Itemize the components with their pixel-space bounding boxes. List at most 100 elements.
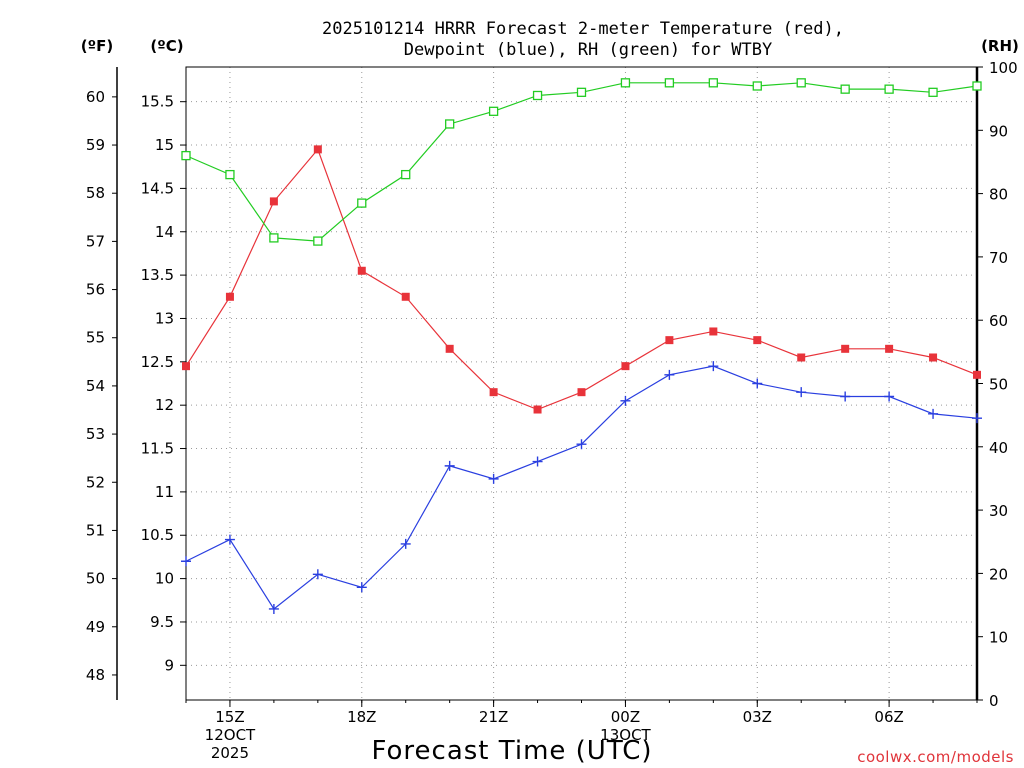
rh-tick-label: 10 xyxy=(989,629,1008,647)
dewpoint-point xyxy=(708,361,719,372)
grid-layer xyxy=(186,67,977,700)
dewpoint-point xyxy=(620,395,631,406)
plot-frame xyxy=(185,66,978,701)
dewpoint-point xyxy=(444,460,455,471)
temperature-point xyxy=(885,344,894,353)
rh-unit-label: (RH) xyxy=(981,37,1019,55)
temperature-point xyxy=(445,344,454,353)
temperature-point xyxy=(182,362,190,371)
temperature-point xyxy=(577,388,586,397)
rh-point xyxy=(401,169,411,180)
dewpoint-point xyxy=(884,391,895,402)
dewpoint-point xyxy=(532,456,543,467)
x-axis-label: Forecast Time (UTC) xyxy=(371,736,652,766)
series-layer xyxy=(181,78,982,614)
celsius-unit-label: (ºC) xyxy=(150,37,183,55)
temperature-point xyxy=(753,336,762,345)
celsius-tick-label: 15.5 xyxy=(141,93,174,111)
rh-point xyxy=(225,169,235,180)
x-tick-label: 21Z xyxy=(479,708,508,726)
rh-point xyxy=(708,78,718,88)
temperature-point xyxy=(313,145,322,154)
chart-title-line1: 2025101214 HRRR Forecast 2-meter Tempera… xyxy=(322,19,844,39)
temperature-point xyxy=(533,405,542,414)
dewpoint-point xyxy=(488,473,499,484)
rh-point xyxy=(488,106,499,116)
x-tick-label: 06Z xyxy=(874,708,903,726)
temperature-point xyxy=(269,197,278,206)
celsius-tick-label: 12 xyxy=(155,396,174,414)
temperature-point xyxy=(489,388,498,397)
x-tick-label: 2025 xyxy=(211,744,249,762)
rh-point xyxy=(840,84,850,94)
x-tick-label: 03Z xyxy=(743,708,772,726)
fahrenheit-tick-label: 56 xyxy=(86,281,105,299)
temperature-point xyxy=(621,362,630,371)
rh-tick-label: 50 xyxy=(989,376,1008,394)
celsius-tick-label: 9 xyxy=(164,656,174,674)
rh-point xyxy=(884,84,894,94)
fahrenheit-tick-label: 58 xyxy=(86,184,105,202)
rh-tick-label: 70 xyxy=(989,249,1008,267)
rh-line xyxy=(185,82,978,242)
rh-tick-label: 100 xyxy=(989,59,1018,77)
rh-point xyxy=(620,78,631,88)
rh-tick-label: 0 xyxy=(989,692,999,710)
dewpoint-point xyxy=(268,603,279,614)
rh-tick-label: 30 xyxy=(989,502,1008,520)
celsius-tick-label: 14.5 xyxy=(141,179,174,197)
temperature-point xyxy=(665,336,674,345)
x-tick-label: 00Z xyxy=(611,708,640,726)
celsius-tick-label: 13 xyxy=(155,309,174,327)
dewpoint-point xyxy=(312,569,323,580)
rh-point xyxy=(269,233,279,243)
dewpoint-point xyxy=(752,378,763,389)
dewpoint-point xyxy=(576,439,587,450)
celsius-tick-label: 14 xyxy=(155,223,174,241)
celsius-tick-label: 10 xyxy=(155,570,174,588)
dewpoint-point xyxy=(972,413,982,424)
celsius-tick-label: 15 xyxy=(155,136,174,154)
celsius-tick-label: 10.5 xyxy=(141,526,174,544)
x-tick-label: 13OCT xyxy=(600,726,651,744)
rh-tick-label: 40 xyxy=(989,439,1008,457)
celsius-tick-label: 13.5 xyxy=(141,266,174,284)
fahrenheit-tick-label: 54 xyxy=(86,377,105,395)
rh-point xyxy=(796,78,806,88)
dewpoint-point xyxy=(664,369,675,380)
celsius-tick-label: 11.5 xyxy=(141,440,174,458)
rh-point xyxy=(928,87,938,97)
fahrenheit-unit-label: (ºF) xyxy=(81,37,113,55)
fahrenheit-tick-label: 53 xyxy=(86,425,105,443)
x-tick-label: 18Z xyxy=(347,708,376,726)
rh-point xyxy=(576,87,587,97)
fahrenheit-tick-label: 52 xyxy=(86,473,105,491)
rh-point xyxy=(445,119,455,129)
rh-tick-label: 80 xyxy=(989,186,1008,204)
tick-label-layer: 9 9.5 10 10.5 11 11.5 12 12.5 13 13.5 14 14.5 15 15.5… xyxy=(86,59,1018,762)
fahrenheit-tick-label: 55 xyxy=(86,329,105,347)
rh-tick-label: 20 xyxy=(989,565,1008,583)
rh-tick-label: 90 xyxy=(989,122,1008,140)
temperature-point xyxy=(841,344,850,353)
rh-point xyxy=(664,78,675,88)
fahrenheit-tick-label: 57 xyxy=(86,232,105,250)
dewpoint-point xyxy=(840,391,851,402)
credit-text: coolwx.com/models xyxy=(857,748,1014,766)
rh-point xyxy=(181,150,191,161)
axes-layer xyxy=(112,66,983,707)
dewpoint-point xyxy=(400,538,411,549)
x-tick-label: 15Z xyxy=(215,708,244,726)
chart-title-line2: Dewpoint (blue), RH (green) for WTBY xyxy=(404,40,772,60)
fahrenheit-tick-label: 59 xyxy=(86,136,105,154)
temperature-point xyxy=(797,353,806,362)
celsius-tick-label: 11 xyxy=(155,483,174,501)
fahrenheit-tick-label: 48 xyxy=(86,666,105,684)
fahrenheit-tick-label: 60 xyxy=(86,88,105,106)
temperature-point xyxy=(973,370,981,379)
fahrenheit-tick-label: 51 xyxy=(86,521,105,539)
dewpoint-point xyxy=(181,556,191,567)
temperature-point xyxy=(357,266,366,275)
temperature-point xyxy=(401,292,410,301)
fahrenheit-tick-label: 49 xyxy=(86,618,105,636)
